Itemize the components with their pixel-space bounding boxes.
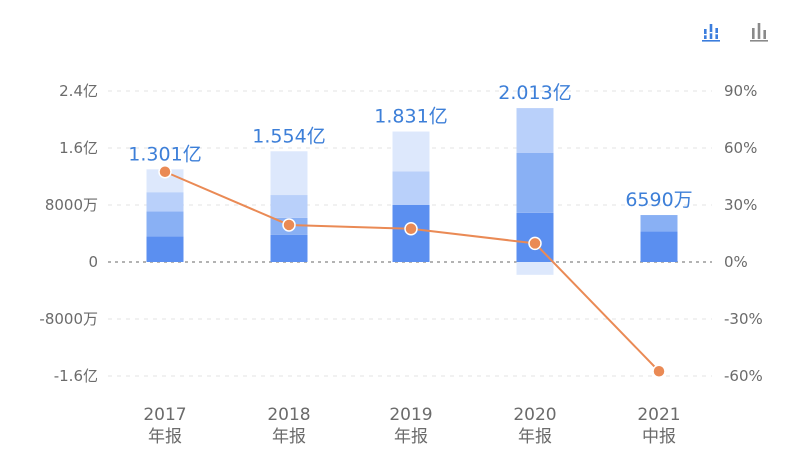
- bar-total-label: 2.013亿: [498, 82, 571, 104]
- bar-total-label: 1.831亿: [374, 106, 447, 128]
- bar-segment: [270, 195, 308, 218]
- y-right-tick-label: -60%: [724, 367, 763, 385]
- bar-segment: [392, 171, 430, 205]
- x-tick-label-period: 年报: [518, 427, 552, 447]
- bar-segment: [146, 211, 184, 237]
- y-right-tick-label: -30%: [724, 310, 763, 328]
- bar-total-label: 1.301亿: [128, 143, 201, 165]
- bar-segment: [392, 131, 430, 172]
- growth-rate-point: [528, 236, 542, 251]
- x-tick-label-year: 2021: [637, 405, 680, 425]
- x-tick-label-period: 年报: [148, 427, 182, 447]
- y-left-tick-label: 0: [88, 253, 98, 271]
- bar-segment: [270, 234, 308, 262]
- x-tick-label-period: 年报: [272, 427, 306, 447]
- bar-segment: [146, 236, 184, 262]
- bar-chart-icon[interactable]: [748, 20, 770, 42]
- y-left-tick-label: 8000万: [45, 196, 98, 214]
- y-left-tick-label: -1.6亿: [54, 367, 98, 385]
- x-tick-label-period: 年报: [394, 427, 428, 447]
- y-left-tick-label: 2.4亿: [59, 82, 98, 100]
- bar-total-label: 6590万: [625, 189, 692, 211]
- y-left-tick-label: -8000万: [39, 310, 98, 328]
- x-tick-label-year: 2017: [143, 405, 186, 425]
- bar-segment: [516, 262, 554, 275]
- y-right-tick-label: 90%: [724, 82, 757, 100]
- y-left-tick-label: 1.6亿: [59, 139, 98, 157]
- growth-rate-point: [404, 222, 418, 236]
- bar-segment: [516, 152, 554, 213]
- y-right-tick-label: 0%: [724, 253, 748, 271]
- y-right-tick-label: 30%: [724, 196, 757, 214]
- x-tick-label-period: 中报: [642, 427, 676, 447]
- growth-rate-point: [282, 218, 296, 232]
- x-tick-label-year: 2018: [267, 405, 310, 425]
- bar-segment: [270, 151, 308, 196]
- stacked-bar-chart-icon[interactable]: [700, 20, 722, 42]
- growth-rate-point: [652, 364, 666, 378]
- x-tick-label-year: 2019: [389, 405, 432, 425]
- x-tick-label-year: 2020: [513, 405, 556, 425]
- bar-total-label: 1.554亿: [252, 125, 325, 147]
- bar-segment: [640, 215, 678, 232]
- bar-segment: [516, 108, 554, 153]
- growth-rate-point: [158, 165, 172, 179]
- bar-segment: [640, 231, 678, 262]
- chart-toolbar: [700, 20, 770, 42]
- bar-segment: [146, 192, 184, 212]
- y-right-tick-label: 60%: [724, 139, 757, 157]
